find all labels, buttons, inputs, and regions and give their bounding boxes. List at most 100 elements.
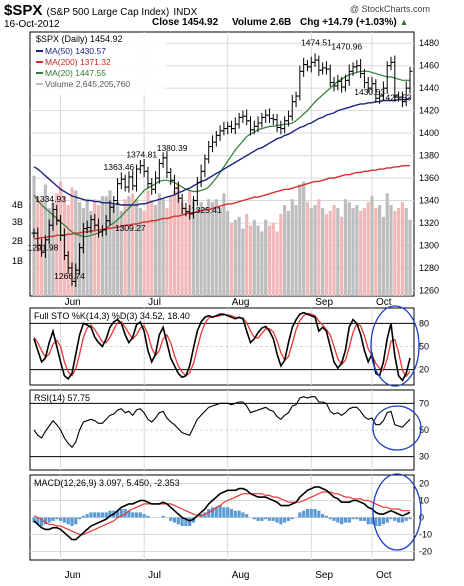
macd-histogram-bar bbox=[408, 517, 412, 520]
macd-histogram-bar bbox=[332, 517, 336, 521]
price-tick-label: 1440 bbox=[419, 83, 439, 93]
macd-histogram-bar bbox=[108, 510, 112, 518]
volume-bar bbox=[286, 210, 291, 296]
volume-bar bbox=[70, 187, 74, 296]
macd-histogram-bar bbox=[85, 514, 89, 518]
volume-bar bbox=[222, 193, 226, 296]
volume-bar bbox=[400, 202, 405, 296]
volume-bar bbox=[93, 199, 97, 296]
chart-title: $SPX (S&P 500 Large Cap Index) INDX bbox=[4, 2, 197, 19]
volume-bar bbox=[385, 193, 389, 296]
macd-histogram-bar bbox=[305, 509, 310, 518]
macd-histogram-bar bbox=[313, 509, 317, 518]
volume-bar bbox=[226, 210, 230, 296]
price-annotation: 1474.51 bbox=[301, 37, 332, 47]
price-legend-title: $SPX (Daily) 1454.92 bbox=[36, 34, 123, 44]
macd-histogram-bar bbox=[252, 517, 256, 520]
volume-bar bbox=[172, 190, 177, 296]
macd-histogram-bar bbox=[55, 517, 59, 520]
volume-bar bbox=[134, 199, 139, 296]
month-tick-label: Oct bbox=[376, 297, 392, 308]
rsi-line bbox=[33, 396, 411, 449]
macd-histogram-bar bbox=[203, 512, 207, 518]
month-tick-label: Aug bbox=[232, 570, 250, 581]
volume-bar bbox=[381, 216, 386, 296]
volume-bar bbox=[302, 181, 306, 296]
osc-tick-label: 50 bbox=[419, 425, 429, 435]
volume-bar bbox=[279, 213, 283, 296]
macd-histogram-bar bbox=[370, 517, 374, 525]
macd-histogram-bar bbox=[100, 512, 104, 518]
volume-bar bbox=[138, 208, 142, 296]
volume-bar bbox=[153, 205, 158, 296]
index-name: (S&P 500 Large Cap Index) bbox=[46, 7, 170, 18]
osc-tick-label: 30 bbox=[419, 452, 429, 462]
volume-bar bbox=[199, 202, 203, 296]
legend-label: MA(50) 1430.57 bbox=[45, 46, 106, 56]
price-annotation: 1309.27 bbox=[115, 223, 146, 233]
up-arrow-icon: ▲ bbox=[399, 17, 409, 27]
volume-bar bbox=[241, 228, 245, 296]
volume-bar bbox=[210, 202, 215, 296]
macd-histogram-bar bbox=[51, 517, 55, 521]
price-tick-label: 1480 bbox=[419, 38, 439, 48]
volume-bar bbox=[347, 202, 351, 296]
volume-bar bbox=[176, 184, 180, 296]
volume-bar bbox=[264, 219, 268, 296]
volume-bar bbox=[397, 208, 401, 296]
macd-line bbox=[33, 486, 411, 541]
price-annotation: 1266.74 bbox=[54, 271, 85, 281]
volume-bar bbox=[100, 196, 104, 296]
volume-bar bbox=[343, 199, 348, 296]
volume-bar bbox=[275, 231, 279, 296]
price-tick-label: 1340 bbox=[419, 196, 439, 206]
volume-bar bbox=[191, 199, 196, 296]
volume-bar bbox=[245, 213, 249, 296]
macd-histogram-bar bbox=[70, 517, 74, 526]
volume-bar bbox=[214, 199, 218, 296]
highlight-ellipse bbox=[372, 473, 422, 551]
sto-title: Full STO %K(14,3) %D(3) 34.52, 18.40 bbox=[34, 311, 190, 321]
osc-tick-label: 10 bbox=[419, 496, 429, 506]
volume-bar bbox=[150, 202, 154, 296]
volume-bar bbox=[195, 208, 199, 296]
volume-bar bbox=[85, 199, 89, 296]
month-tick-label: Jul bbox=[148, 570, 161, 581]
macd-histogram-bar bbox=[286, 517, 291, 521]
volume-bar bbox=[267, 225, 272, 296]
volume-label: Volume 2.6B bbox=[232, 17, 292, 28]
exchange-label: INDX bbox=[173, 7, 198, 18]
month-tick-label: Jun bbox=[65, 297, 81, 308]
macd-title: MACD(12,26,9) 3.097, 5.450, -2.353 bbox=[34, 478, 180, 488]
volume-bar bbox=[169, 196, 173, 296]
macd-histogram-bar bbox=[131, 512, 135, 518]
price-legend-box bbox=[32, 33, 166, 95]
macd-histogram-bar bbox=[115, 510, 120, 518]
macd-histogram-bar bbox=[226, 507, 230, 518]
volume-bar bbox=[74, 190, 78, 296]
volume-bar bbox=[89, 210, 93, 296]
volume-bar bbox=[142, 210, 146, 296]
macd-histogram-bar bbox=[43, 517, 47, 525]
sto-d-line bbox=[33, 312, 411, 378]
macd-histogram-bar bbox=[214, 507, 218, 518]
macd-histogram-bar bbox=[245, 514, 249, 518]
macd-histogram-bar bbox=[275, 517, 279, 523]
volume-bar bbox=[218, 208, 222, 296]
volume-bar bbox=[131, 193, 135, 296]
sto-k-line bbox=[33, 311, 411, 382]
osc-tick-label: 0 bbox=[419, 513, 424, 523]
legend-label: MA(200) 1371.32 bbox=[45, 57, 111, 67]
price-annotation: 1334.93 bbox=[35, 194, 66, 204]
macd-histogram-bar bbox=[134, 512, 139, 518]
ma50-line bbox=[33, 97, 411, 206]
month-tick-label: Oct bbox=[376, 570, 392, 581]
volume-tick-label: 3B bbox=[12, 217, 23, 227]
macd-histogram-bar bbox=[374, 517, 378, 526]
highlight-ellipse bbox=[372, 405, 422, 451]
macd-histogram-bar bbox=[176, 517, 180, 525]
price-annotation: 1380.39 bbox=[157, 143, 188, 153]
macd-histogram-bar bbox=[39, 517, 44, 526]
volume-bar bbox=[317, 199, 321, 296]
macd-histogram-bar bbox=[283, 517, 287, 523]
